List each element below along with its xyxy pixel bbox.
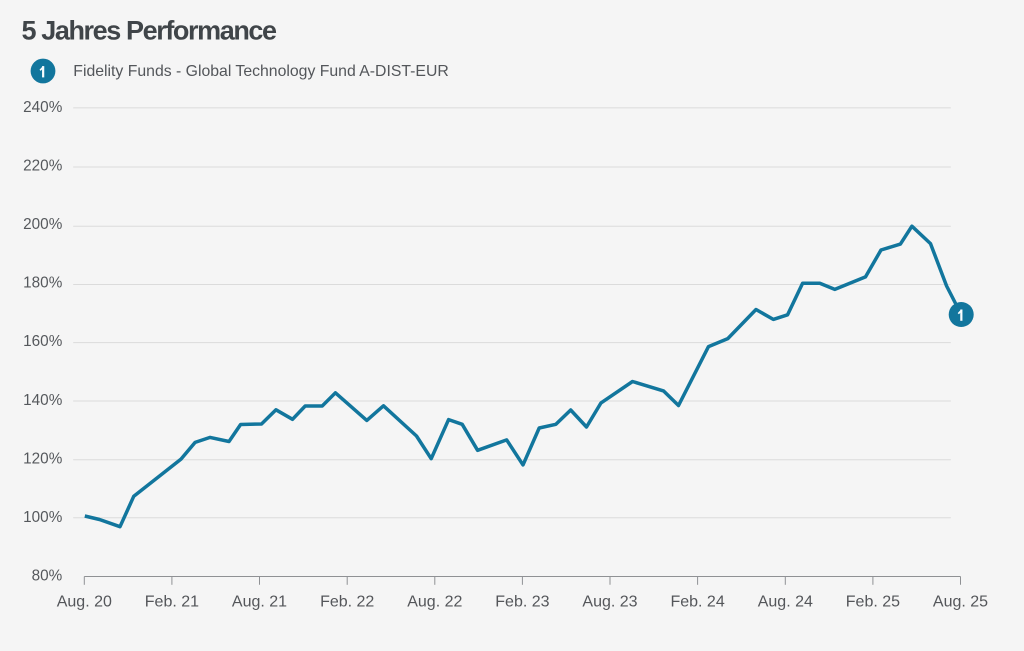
svg-text:Fidelity Funds - Global Techno: Fidelity Funds - Global Technology Fund … [73,63,448,80]
svg-text:Feb. 23: Feb. 23 [495,593,549,610]
svg-text:160%: 160% [23,333,63,350]
svg-text:Aug. 23: Aug. 23 [582,593,637,610]
svg-text:220%: 220% [23,158,63,175]
svg-text:180%: 180% [23,275,63,292]
svg-text:200%: 200% [23,216,63,233]
svg-text:Aug. 21: Aug. 21 [232,593,287,610]
svg-text:Feb. 21: Feb. 21 [145,593,199,610]
svg-text:Feb. 24: Feb. 24 [670,593,724,610]
svg-text:5 Jahres Performance: 5 Jahres Performance [22,16,278,46]
svg-text:140%: 140% [23,392,63,409]
svg-text:Aug. 25: Aug. 25 [933,593,988,610]
svg-text:240%: 240% [23,99,63,116]
svg-text:120%: 120% [23,450,63,467]
svg-text:Aug. 22: Aug. 22 [407,593,462,610]
svg-text:80%: 80% [32,567,63,584]
svg-text:Feb. 22: Feb. 22 [320,593,374,610]
svg-text:Aug. 24: Aug. 24 [758,593,813,610]
svg-text:100%: 100% [23,509,63,526]
svg-text:Aug. 20: Aug. 20 [57,593,112,610]
svg-text:Feb. 25: Feb. 25 [846,593,900,610]
